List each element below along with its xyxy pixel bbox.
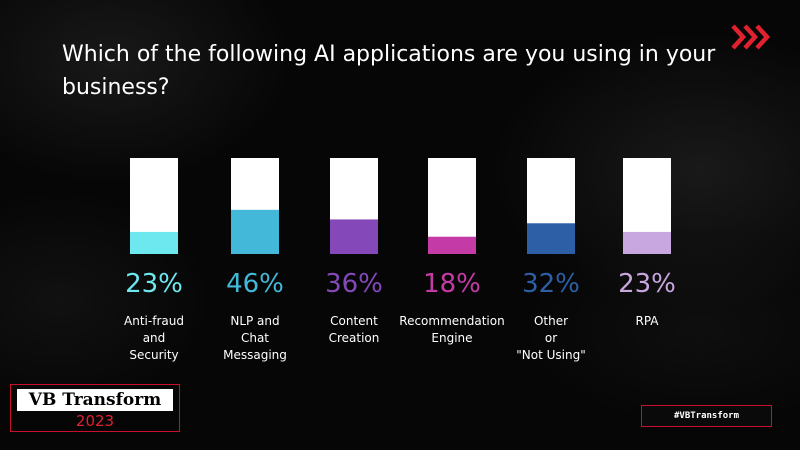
category-label: RPA xyxy=(635,314,659,328)
hashtag-badge: #VBTransform xyxy=(641,405,772,427)
value-label: 36% xyxy=(325,269,383,299)
value-label: 46% xyxy=(226,269,284,299)
category-label: Content Creation xyxy=(328,314,380,345)
bar xyxy=(527,223,575,254)
bar xyxy=(330,219,378,254)
category-label: Other or "Not Using" xyxy=(516,314,586,362)
double-chevron-right-icon xyxy=(731,24,771,50)
value-label: 18% xyxy=(423,269,481,299)
value-label: 23% xyxy=(125,269,183,299)
bar xyxy=(623,231,671,254)
chart-title: Which of the following AI applications a… xyxy=(62,42,716,100)
event-year: 2023 xyxy=(75,412,115,430)
bar xyxy=(130,231,178,254)
event-brand-logo: VB Transform 2023 xyxy=(10,384,180,432)
category-label: NLP and Chat Messaging xyxy=(223,314,287,362)
category-label: Anti-fraud and Security xyxy=(124,314,184,362)
value-label: 23% xyxy=(618,269,676,299)
bar xyxy=(231,209,279,254)
category-label: Recommendation Engine xyxy=(399,314,505,345)
value-label: 32% xyxy=(522,269,580,299)
bar xyxy=(428,236,476,254)
event-name: VB Transform xyxy=(17,389,173,411)
